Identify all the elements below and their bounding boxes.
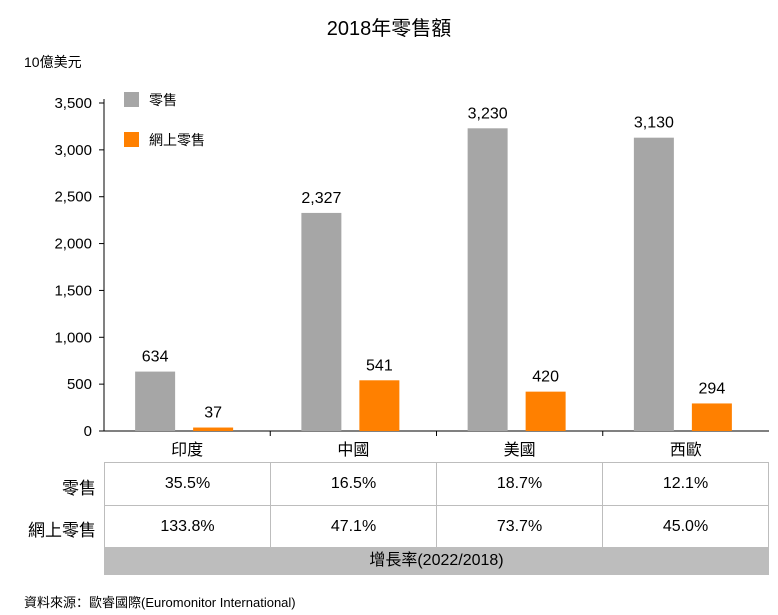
legend-swatch	[124, 132, 139, 147]
bar	[135, 371, 176, 431]
bar	[691, 403, 732, 431]
bar-value-label: 37	[204, 405, 222, 422]
bar	[633, 137, 674, 431]
bar-value-label: 3,230	[468, 105, 508, 122]
bar-chart: 0 500 1,000 1,500 2,000 2,500 3,000 3,500 印度 634 3…	[54, 92, 769, 459]
growth-cell: 73.7%	[436, 505, 603, 549]
bar-value-label: 3,130	[634, 115, 674, 132]
legend-label: 零售	[149, 92, 177, 108]
growth-table-caption: 增長率(2022/2018)	[104, 547, 769, 575]
bar	[525, 391, 566, 431]
y-tick-label: 1,500	[54, 282, 92, 299]
x-category-label: 中國	[337, 441, 369, 459]
y-tick-label: 1,000	[54, 329, 92, 346]
y-tick-label: 0	[84, 423, 92, 440]
y-tick-label: 3,000	[54, 142, 92, 159]
growth-row-label-online-retail: 網上零售	[28, 521, 96, 540]
growth-cell: 18.7%	[436, 462, 603, 506]
y-tick-label: 2,500	[54, 189, 92, 206]
source-note: 資料來源：歐睿國際(Euromonitor International)	[24, 595, 296, 610]
bar	[193, 427, 234, 431]
bar-value-label: 541	[366, 357, 393, 374]
growth-cell: 12.1%	[602, 462, 769, 506]
y-tick-label: 3,500	[54, 95, 92, 112]
legend-label: 網上零售	[149, 132, 205, 148]
x-category-label: 印度	[171, 441, 203, 459]
chart-title: 2018年零售額	[326, 18, 452, 40]
bar-value-label: 634	[142, 349, 169, 366]
y-tick-label: 2,000	[54, 236, 92, 253]
growth-cell: 45.0%	[602, 505, 769, 549]
growth-table: 35.5% 16.5% 18.7% 12.1% 133.8% 47.1% 73.…	[104, 462, 769, 549]
growth-cell: 47.1%	[270, 505, 437, 549]
x-category-label: 美國	[504, 441, 536, 459]
table-row: 35.5% 16.5% 18.7% 12.1%	[104, 462, 769, 506]
bar-value-label: 2,327	[301, 190, 341, 207]
bar-value-label: 420	[532, 369, 559, 386]
bar	[359, 380, 400, 431]
bar	[467, 128, 508, 431]
table-row: 133.8% 47.1% 73.7% 45.0%	[104, 505, 769, 549]
y-tick-label: 500	[67, 376, 92, 393]
x-category-label: 西歐	[670, 441, 702, 459]
growth-row-label-retail: 零售	[62, 479, 96, 498]
legend-swatch	[124, 92, 139, 107]
y-axis-unit-label: 10億美元	[24, 54, 82, 70]
bar	[301, 212, 342, 431]
growth-cell: 35.5%	[104, 462, 271, 506]
bar-value-label: 294	[699, 380, 726, 397]
growth-cell: 16.5%	[270, 462, 437, 506]
growth-cell: 133.8%	[104, 505, 271, 549]
